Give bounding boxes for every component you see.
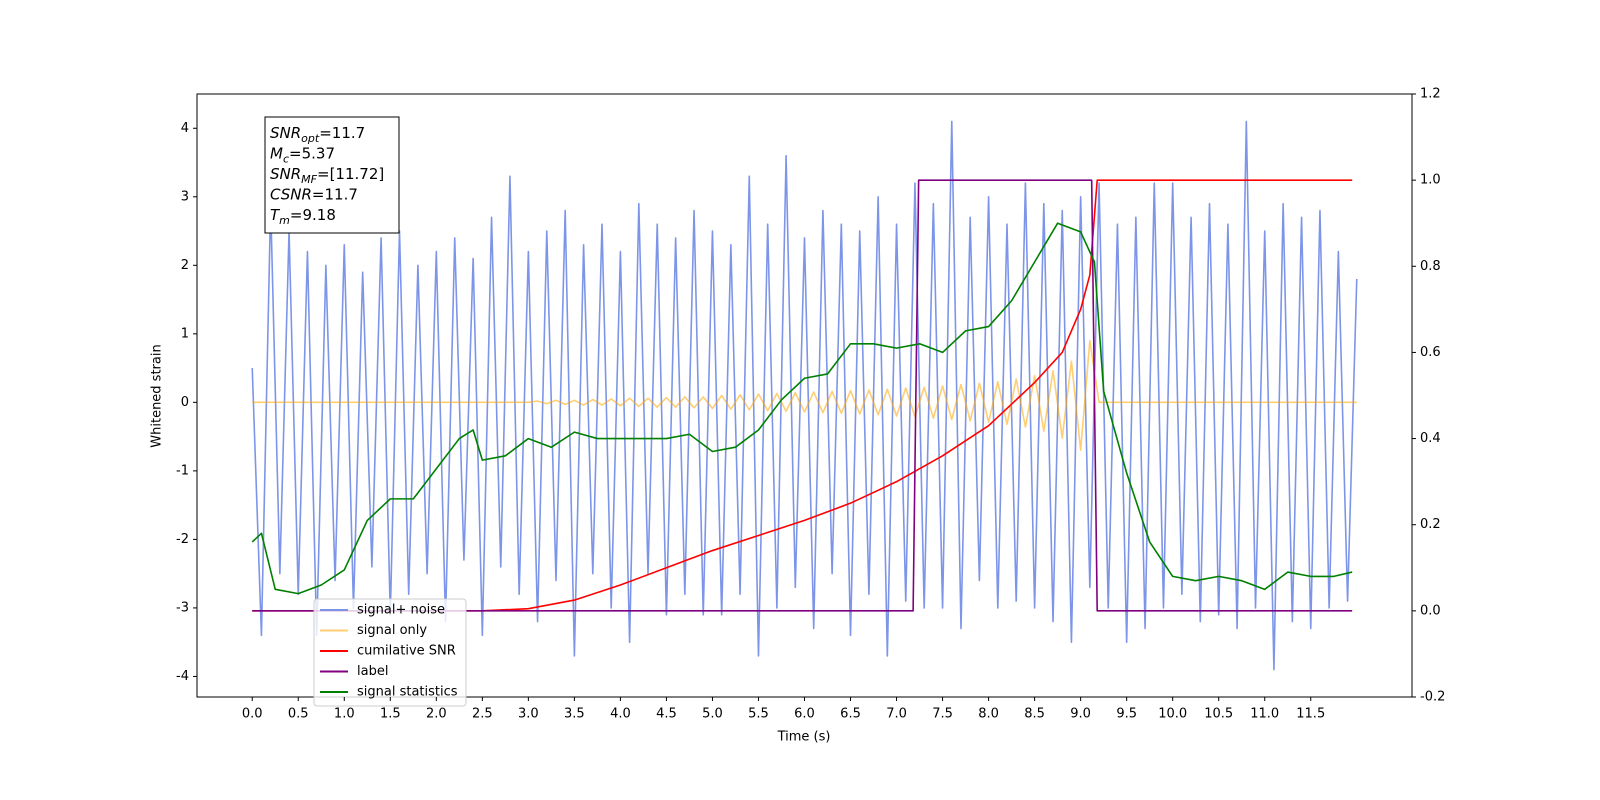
y2-tick-label: 1.0 — [1420, 173, 1441, 188]
y2-tick-label: 0.6 — [1420, 345, 1441, 360]
series-line — [251, 222, 1353, 595]
annotation-line: CSNR=11.7 — [270, 186, 358, 204]
legend-label: cumilative SNR — [357, 644, 456, 659]
y2-tick-label: 0.0 — [1420, 603, 1441, 618]
x-tick-label: 0.5 — [288, 707, 309, 722]
x-tick-label: 7.0 — [886, 707, 907, 722]
x-tick-label: 3.5 — [564, 707, 585, 722]
annotation-value: =11.7 — [312, 186, 358, 204]
y2-tick-label: 0.8 — [1420, 259, 1441, 274]
x-tick-label: 4.5 — [656, 707, 677, 722]
annotation-box — [264, 116, 400, 234]
y-tick-label: 1 — [181, 326, 189, 341]
legend-label: signal only — [357, 623, 427, 638]
y2-tick-label: -0.2 — [1420, 690, 1445, 705]
series-line — [252, 179, 1353, 612]
x-tick-label: 5.0 — [702, 707, 723, 722]
y2-tick-label: 0.4 — [1420, 431, 1441, 446]
y-tick-label: 0 — [181, 395, 189, 410]
x-tick-label: 6.5 — [840, 707, 861, 722]
x-tick-label: 0.0 — [242, 707, 263, 722]
x-tick-label: 7.5 — [932, 707, 953, 722]
annotation-line: SNRMF=[11.72] — [270, 165, 384, 186]
x-tick-label: 1.0 — [334, 707, 355, 722]
annotation-sub: MF — [301, 173, 317, 186]
legend-box — [313, 598, 467, 707]
x-tick-label: 11.0 — [1250, 707, 1279, 722]
annotation-value: =[11.72] — [317, 165, 384, 183]
annotation-line: Mc=5.37 — [270, 145, 335, 166]
y2-tick-label: 0.2 — [1420, 517, 1441, 532]
y-tick-label: -3 — [176, 600, 189, 615]
x-axis-label: Time (s) — [777, 730, 831, 745]
annotation-value: =9.18 — [290, 206, 336, 224]
legend-label: label — [357, 664, 388, 679]
series-line — [252, 339, 1357, 452]
x-tick-label: 8.5 — [1024, 707, 1045, 722]
legend: signal+ noise signal only cumilative SNR la… — [320, 603, 458, 700]
x-tick-label: 8.0 — [978, 707, 999, 722]
annotation-value: =5.37 — [289, 145, 335, 163]
y-axis-label: Whitened strain — [150, 344, 165, 447]
series-line — [252, 179, 1353, 612]
annotation-name: SNR — [270, 165, 301, 183]
y-tick-label: 3 — [181, 189, 189, 204]
x-tick-label: 1.5 — [380, 707, 401, 722]
x-tick-label: 10.0 — [1158, 707, 1187, 722]
x-tick-label: 10.5 — [1204, 707, 1233, 722]
legend-label: signal+ noise — [357, 603, 445, 618]
annotation-sub: c — [283, 153, 289, 166]
y-tick-label: -4 — [176, 669, 189, 684]
y-tick-label: 4 — [181, 121, 189, 136]
y-tick-label: -2 — [176, 532, 189, 547]
annotation-line: SNRopt=11.7 — [270, 124, 365, 145]
annotation: SNRopt=11.7Mc=5.37SNRMF=[11.72]CSNR=11.7… — [270, 124, 384, 227]
x-tick-label: 9.5 — [1116, 707, 1137, 722]
annotation-name: CSNR — [270, 186, 312, 204]
x-tick-label: 2.0 — [426, 707, 447, 722]
x-tick-label: 3.0 — [518, 707, 539, 722]
annotation-line: Tm=9.18 — [270, 206, 336, 227]
plot-area — [251, 120, 1358, 671]
y-tick-label: -1 — [176, 463, 189, 478]
x-tick-label: 4.0 — [610, 707, 631, 722]
y2-tick-label: 1.2 — [1420, 87, 1441, 102]
annotation-name: M — [270, 145, 283, 163]
x-tick-label: 11.5 — [1296, 707, 1325, 722]
annotation-value: =11.7 — [319, 124, 365, 142]
annotation-sub: m — [279, 214, 290, 227]
legend-label: signal statistics — [357, 685, 458, 700]
series-line — [251, 120, 1358, 671]
y-tick-label: 2 — [181, 258, 189, 273]
annotation-sub: opt — [301, 132, 320, 145]
x-tick-label: 2.5 — [472, 707, 493, 722]
x-tick-label: 9.0 — [1070, 707, 1091, 722]
x-tick-label: 5.5 — [748, 707, 769, 722]
annotation-name: T — [270, 206, 281, 224]
annotation-name: SNR — [270, 124, 301, 142]
x-tick-label: 6.0 — [794, 707, 815, 722]
